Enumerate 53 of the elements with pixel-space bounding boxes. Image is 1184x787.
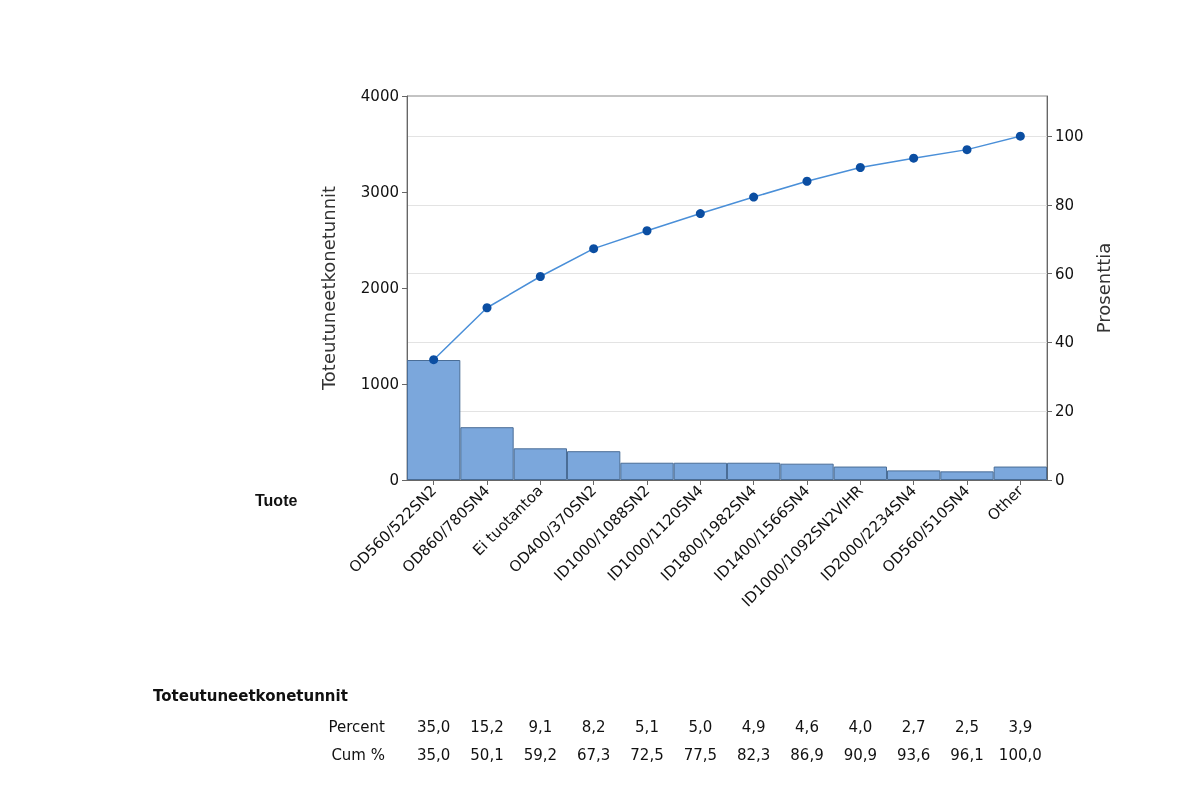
point [802,176,812,186]
text: 8,2 [581,718,606,736]
text: 3,9 [1008,718,1033,736]
y-tick-label: 0 [389,471,399,489]
data-label: 35,0 [416,746,451,764]
y-tick-label: 2000 [360,279,399,297]
text: 2,7 [901,718,926,736]
point [482,303,492,313]
text: 4,6 [795,718,819,736]
point [962,145,972,155]
y2-tick-label: 40 [1055,333,1075,352]
point [535,271,545,281]
data-label: 82,3 [736,746,771,764]
data-label: 86,9 [790,746,824,764]
point [909,153,919,163]
data-label: 90,9 [843,746,878,764]
y2-tick-label: 0 [1055,471,1065,489]
y2-tick-label: 60 [1055,264,1075,283]
x-axis-title: Tuote [255,491,298,509]
y2-axis-title: Prosenttia [1093,242,1115,334]
text: 4,9 [741,718,766,736]
text: 15,2 [470,718,504,736]
point [429,355,439,365]
data-label: 50,1 [470,746,504,764]
data-label: 93,6 [896,746,931,764]
point [642,226,652,236]
point [1015,131,1025,141]
text: 35,0 [416,718,451,736]
text: 5,1 [635,718,659,736]
y-tick-label: 1000 [360,375,399,393]
y-axis-title: Toteutuneetkonetunnit [317,185,339,392]
point [695,209,705,219]
data-label: 67,3 [576,746,611,764]
text: 9,1 [528,718,553,736]
data-label: 96,1 [950,746,984,764]
point [749,192,759,202]
text: 4,0 [848,718,873,736]
y2-tick-label: 80 [1055,195,1075,214]
text: 2,5 [955,718,979,736]
text: Toteutuneetkonetunnit [153,686,348,705]
text: Percent [328,718,386,736]
y-tick-label: 4000 [360,87,399,105]
data-label: 72,5 [630,746,664,764]
data-label: 59,2 [523,746,558,764]
data-label: 77,5 [683,746,718,764]
y-tick-label: 3000 [360,183,399,201]
text: Cum % [331,746,385,764]
data-label: 100,0 [998,746,1042,764]
point [855,163,865,172]
y2-tick-label: 100 [1055,127,1084,146]
text: 5,0 [688,718,713,736]
y2-tick-label: 20 [1055,402,1075,421]
point [589,244,599,254]
